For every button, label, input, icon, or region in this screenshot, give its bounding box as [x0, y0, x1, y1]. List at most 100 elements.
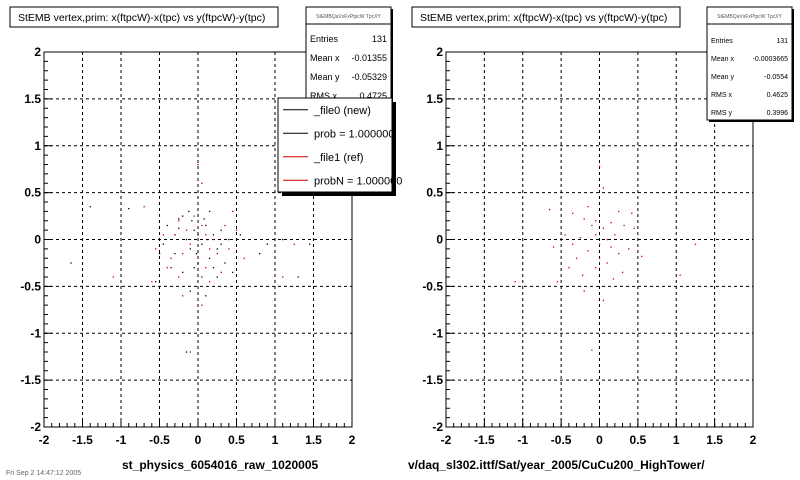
data-point [205, 234, 207, 236]
x-tick-label: -2 [441, 433, 452, 447]
data-point [193, 267, 195, 269]
data-point [239, 234, 242, 236]
data-point [205, 295, 207, 297]
data-point [628, 248, 630, 250]
data-point [621, 271, 624, 274]
y-tick-label: 0 [436, 233, 443, 247]
data-point [212, 267, 215, 269]
data-point [151, 281, 153, 283]
data-point [582, 274, 584, 276]
data-point [189, 351, 191, 353]
series-1 [70, 206, 311, 353]
data-point [182, 215, 184, 217]
stats-value: 131 [776, 38, 788, 45]
data-point [201, 224, 203, 227]
data-point [155, 248, 157, 250]
legend-label: _file1 (ref) [313, 152, 364, 164]
data-point [185, 238, 188, 241]
stats-label: RMS y [711, 110, 733, 117]
y-tick-label: 2 [34, 45, 41, 59]
stats-value: 0.4725 [359, 91, 387, 101]
data-point [602, 187, 605, 189]
title-box [411, 6, 681, 28]
axis-ticks: -2 -1.5 -1 -0.5 0 0.5 1 1.5 2 -2 -1.5 -1 -0.5 0 0.5 1 1.… [20, 45, 355, 447]
data-point [297, 276, 299, 278]
data-point [641, 255, 643, 258]
legend-label: probN = 1.000000 [314, 175, 402, 187]
y-tick-label: 1.5 [24, 92, 41, 106]
y-tick-label: -0.5 [422, 279, 443, 293]
data-point [216, 248, 218, 250]
data-point [228, 248, 230, 250]
stats-value: -0.01355 [351, 53, 387, 63]
y-tick-label: -2 [30, 420, 41, 434]
data-point [166, 267, 168, 269]
data-point [216, 252, 218, 255]
corner-timestamp: Fri Sep 2 14:47:12 2005 [6, 470, 82, 477]
x-tick-label: -0.5 [149, 433, 170, 447]
x-tick-label: 1.5 [706, 433, 723, 447]
data-point [189, 243, 191, 245]
data-point [203, 218, 205, 220]
data-point [182, 252, 184, 255]
y-tick-label: 0.5 [426, 186, 443, 200]
data-point [197, 163, 199, 166]
data-point [197, 257, 199, 259]
data-point [208, 248, 211, 250]
stats-value: 0.4625 [767, 92, 789, 99]
data-point [178, 227, 180, 229]
data-point [216, 276, 218, 278]
x-tick-label: 0 [596, 433, 603, 447]
data-point [266, 243, 268, 245]
stats-header: StEMBQaVxFxPtpcW TpcXY [316, 14, 381, 20]
data-point [598, 165, 601, 168]
data-point [212, 238, 215, 241]
x-tick-label: 0.5 [630, 433, 647, 447]
data-point [205, 267, 207, 269]
data-point [595, 220, 597, 222]
stats-label: Entries [310, 34, 339, 44]
data-point [583, 218, 585, 220]
data-point [572, 212, 574, 214]
data-point [197, 234, 199, 236]
data-point [206, 238, 208, 241]
data-point [189, 248, 191, 250]
stats-value: -0.0003665 [753, 56, 789, 63]
grid-lines [446, 52, 753, 427]
data-point [224, 224, 226, 227]
data-point [201, 276, 203, 278]
series-2 [112, 163, 295, 353]
x-tick-label: -1 [116, 433, 127, 447]
data-point [185, 229, 188, 231]
chart-title: StEMB vertex,prim: x(ftpcW)-x(tpc) vs y(… [18, 12, 265, 24]
x-tick-label: 1 [272, 433, 279, 447]
chart-title: StEMB vertex,prim: x(ftpcW)-x(tpc) vs y(… [420, 12, 667, 24]
data-point [606, 262, 608, 264]
data-point [162, 234, 165, 236]
stats-value: 0.3996 [767, 110, 789, 117]
data-point [193, 215, 195, 217]
data-point [282, 238, 284, 241]
x-tick-label: -1.5 [474, 433, 495, 447]
data-point [224, 262, 226, 264]
data-point [587, 250, 589, 252]
data-point [195, 252, 198, 255]
x-tick-label: 1 [673, 433, 680, 447]
y-tick-label: -1 [432, 326, 443, 340]
x-tick-label: -1.5 [72, 433, 93, 447]
stats-label: Mean y [310, 72, 340, 82]
data-point [170, 257, 172, 259]
data-point [70, 262, 72, 264]
data-point [568, 267, 570, 269]
x-tick-label: 0.5 [228, 433, 245, 447]
data-point [602, 299, 605, 302]
data-point [170, 267, 172, 269]
stats-label: Mean x [310, 53, 340, 63]
data-point [610, 246, 612, 248]
data-point [633, 227, 635, 229]
data-point [591, 349, 593, 351]
axis-ticks: -2 -1.5 -1 -0.5 0 0.5 1 1.5 2 -2 -1.5 -1 -0.5 0 0.5 1 1.… [422, 45, 756, 447]
data-point [112, 276, 114, 278]
data-point [220, 243, 222, 245]
data-point [694, 243, 697, 245]
